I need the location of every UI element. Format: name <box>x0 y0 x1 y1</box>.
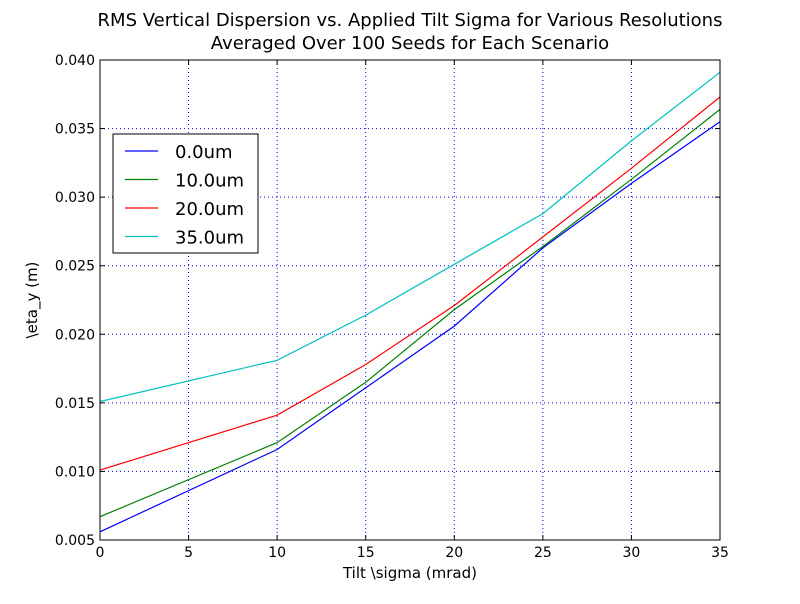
y-tick-label: 0.030 <box>55 190 95 206</box>
legend-label-0-0um: 0.0um <box>175 142 233 163</box>
legend-box <box>112 133 259 254</box>
series-line-10-0um <box>99 108 721 518</box>
series-line-0-0um <box>99 121 721 533</box>
axis-ticks: 0 5 10 15 20 25 30 35 0.005 0.010 0.015 0.020 0.025 0… <box>55 53 729 561</box>
x-axis-label: Tilt \sigma (mrad) <box>342 564 477 582</box>
y-axis-label: \eta_y (m) <box>23 262 42 339</box>
chart-title-line-2: Averaged Over 100 Seeds for Each Scenari… <box>211 33 609 54</box>
y-tick-label: 0.025 <box>55 259 95 275</box>
x-tick-label: 15 <box>357 545 375 561</box>
legend-label-20-0um: 20.0um <box>175 199 244 220</box>
legend: 0.0um 10.0um 20.0um 35.0um <box>112 133 259 254</box>
legend-label-10-0um: 10.0um <box>175 171 244 192</box>
x-tick-label: 30 <box>623 545 641 561</box>
y-tick-label: 0.020 <box>55 327 95 343</box>
grid <box>100 60 720 540</box>
y-tick-label: 0.040 <box>55 53 95 69</box>
x-tick-label: 25 <box>534 545 552 561</box>
series-line-35-0um <box>99 71 721 403</box>
x-tick-label: 0 <box>96 545 105 561</box>
y-tick-label: 0.010 <box>55 464 95 480</box>
x-tick-label: 35 <box>711 545 729 561</box>
y-tick-label: 0.005 <box>55 533 95 549</box>
x-tick-label: 10 <box>268 545 286 561</box>
y-tick-label: 0.015 <box>55 396 95 412</box>
y-tick-label: 0.035 <box>55 122 95 138</box>
plot-area-frame <box>99 59 721 541</box>
series-line-20-0um <box>99 96 721 471</box>
x-tick-label: 20 <box>445 545 463 561</box>
x-tick-label: 5 <box>184 545 193 561</box>
chart-title-line-1: RMS Vertical Dispersion vs. Applied Tilt… <box>98 10 723 31</box>
legend-label-35-0um: 35.0um <box>175 228 244 249</box>
series-lines <box>99 71 721 533</box>
